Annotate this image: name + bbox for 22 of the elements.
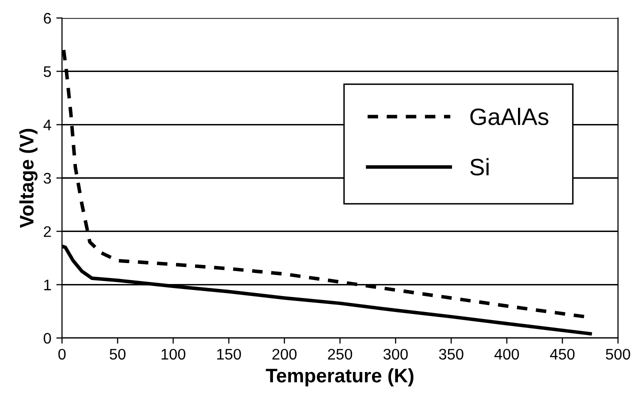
- x-tick-label: 150: [217, 348, 241, 360]
- x-tick-label: 450: [550, 348, 575, 360]
- legend-label: GaAlAs: [470, 108, 548, 126]
- y-tick-label: 6: [44, 12, 51, 24]
- x-tick-label: 350: [439, 348, 464, 360]
- y-tick-label: 2: [44, 226, 51, 237]
- x-tick-label: 50: [110, 348, 126, 360]
- y-tick-label: 0: [44, 332, 51, 344]
- legend-label: Si: [470, 158, 489, 176]
- x-tick-label: 200: [272, 348, 297, 360]
- x-axis-title: Temperature (K): [266, 368, 414, 386]
- y-tick-label: 4: [43, 120, 52, 130]
- x-tick-label: 500: [606, 348, 630, 360]
- y-tick-label: 3: [44, 172, 51, 184]
- x-tick-label: 0: [58, 348, 66, 360]
- y-tick-label: 5: [44, 66, 51, 78]
- x-tick-label: 400: [494, 348, 519, 360]
- x-tick-label: 250: [328, 348, 352, 360]
- y-axis-title: Voltage (V): [19, 128, 38, 228]
- x-tick-label: 300: [383, 348, 408, 360]
- y-tick-label: 1: [44, 280, 51, 290]
- x-tick-label: 100: [162, 348, 186, 360]
